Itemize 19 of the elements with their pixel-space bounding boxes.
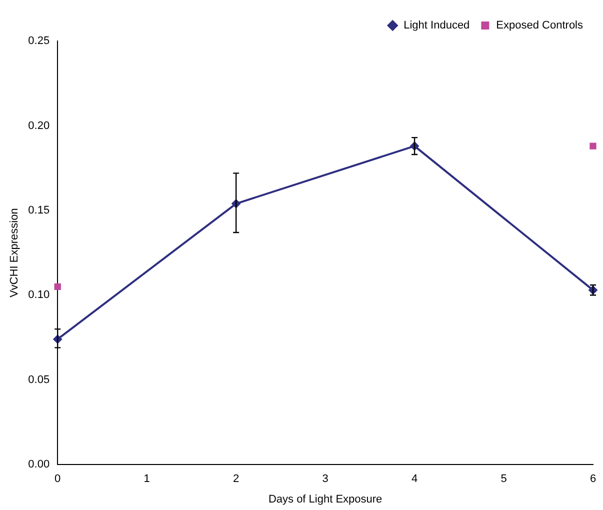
point xyxy=(590,142,596,150)
x-tick-label: 4 xyxy=(411,473,418,486)
x-tick-label: 0 xyxy=(54,473,61,486)
legend-label: Exposed Controls xyxy=(496,20,584,32)
x-tick-label: 5 xyxy=(500,473,507,486)
y-tick-label: 0.15 xyxy=(28,204,50,216)
y-tick-label: 0.00 xyxy=(28,458,50,471)
x-tick-label: 2 xyxy=(233,473,240,486)
y-tick-label: 0.25 xyxy=(28,35,50,48)
x-tick-label: 6 xyxy=(590,473,596,486)
y-axis-title: VvCHI Expression xyxy=(8,208,21,298)
y-tick-label: 0.05 xyxy=(28,374,50,386)
y-tick-label: 0.10 xyxy=(28,289,50,302)
x-tick-label: 3 xyxy=(322,473,328,486)
x-tick-label: 1 xyxy=(144,473,150,486)
y-tick-label: 0.20 xyxy=(28,120,50,132)
legend-label: Light Induced xyxy=(404,20,470,32)
point xyxy=(54,283,61,290)
x-axis-title: Days of Light Exposure xyxy=(268,493,382,506)
